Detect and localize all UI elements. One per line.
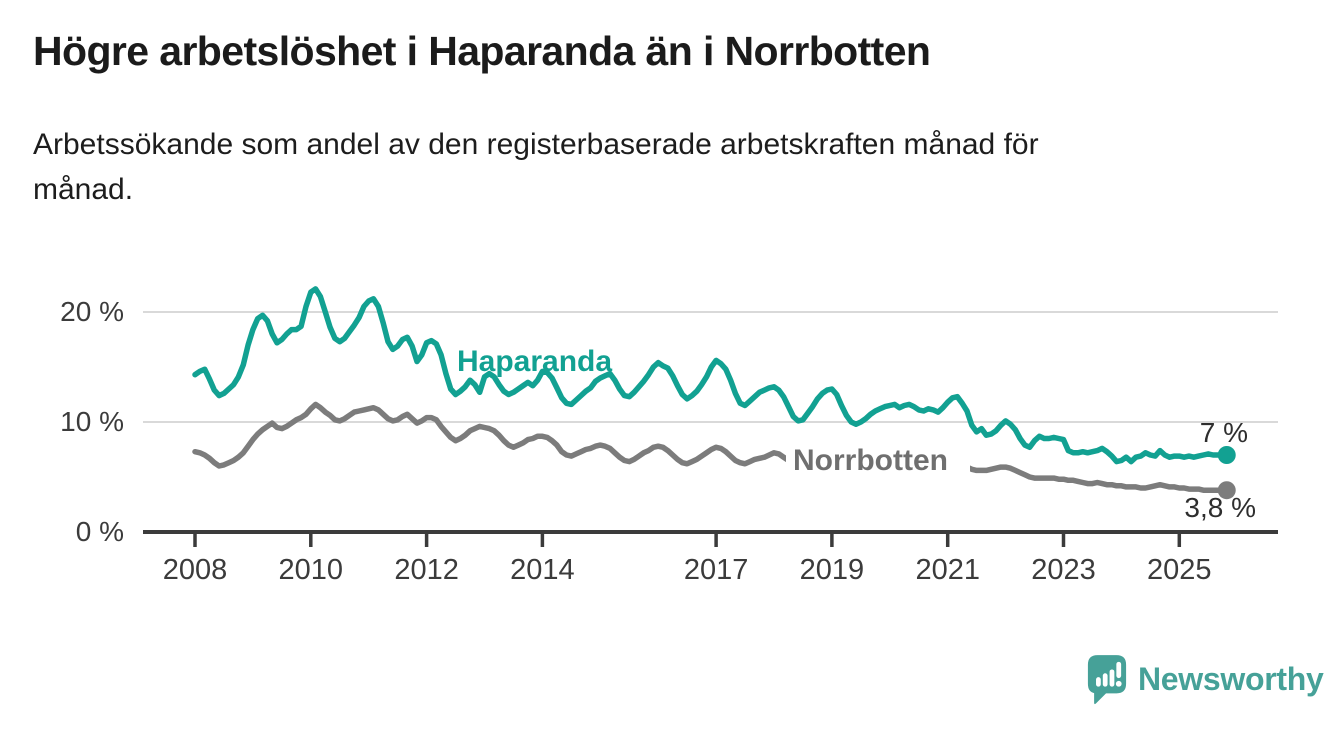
x-tick-label-2012: 2012: [394, 554, 459, 586]
newsworthy-logo-text: Newsworthy: [1138, 661, 1324, 697]
newsworthy-logo: Newsworthy: [1086, 653, 1324, 706]
end-label-norrbotten: 3,8 %: [1184, 492, 1256, 523]
y-tick-label-20: 20 %: [60, 296, 124, 327]
series-label-haparanda: Haparanda: [457, 345, 612, 378]
series-line-haparanda: [192, 286, 1226, 465]
chart-subtitle: Arbetssökande som andel av den registerb…: [33, 128, 1039, 206]
logo-exclamation-dot: [1115, 680, 1122, 687]
line-chart: Norrbotten Haparanda 2008 2010 2012 2014 2017 2…: [60, 286, 1278, 586]
logo-exclamation-bar: [1116, 661, 1122, 679]
x-tick-label-2008: 2008: [163, 554, 228, 586]
x-tick-label-2014: 2014: [510, 554, 575, 586]
series-label-norrbotten: Norrbotten: [793, 444, 948, 477]
y-tick-label-0: 0 %: [76, 516, 124, 547]
series-line-norrbotten: [192, 401, 1226, 493]
end-dot-norrbotten: [1217, 481, 1236, 500]
x-tick-label-2010: 2010: [279, 554, 344, 586]
end-label-haparanda: 7 %: [1200, 417, 1248, 448]
x-tick-label-2021: 2021: [915, 554, 980, 586]
x-tick-label-2019: 2019: [800, 554, 865, 586]
logo-bar-small: [1096, 677, 1101, 687]
norrbotten-label-backplate: [786, 443, 970, 487]
newsworthy-logo-icon: [1087, 655, 1127, 705]
x-tick-label-2023: 2023: [1031, 554, 1096, 586]
x-tick-label-2017: 2017: [684, 554, 749, 586]
chart-title: Högre arbetslöshet i Haparanda än i Norr…: [33, 28, 931, 74]
logo-bar-tall: [1109, 669, 1115, 687]
x-tick-label-2025: 2025: [1147, 554, 1212, 586]
end-dot-haparanda: [1217, 446, 1236, 464]
y-tick-label-10: 10 %: [60, 406, 124, 437]
logo-bar-medium: [1102, 673, 1108, 687]
